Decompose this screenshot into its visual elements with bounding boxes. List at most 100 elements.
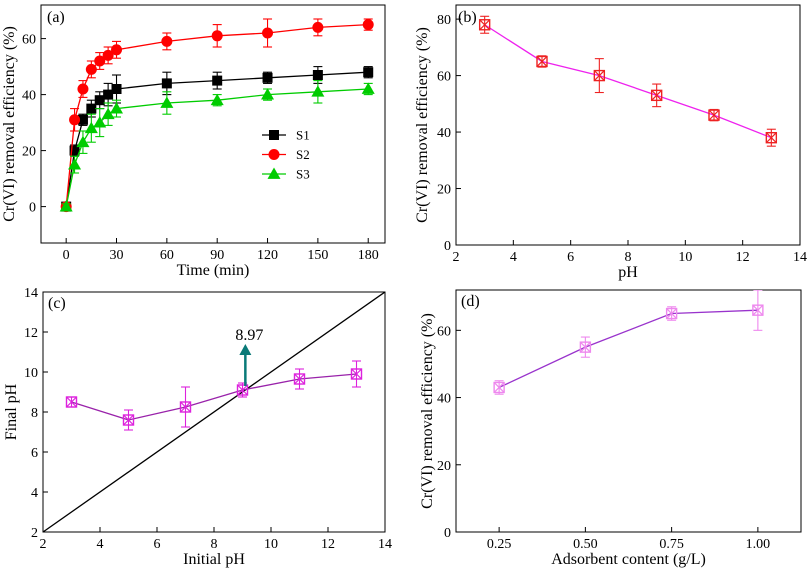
y-tick-label: 2 xyxy=(31,526,38,541)
data-point-box xyxy=(293,373,306,385)
y-tick-label: 0 xyxy=(444,239,451,254)
data-point-cross-b xyxy=(536,56,548,67)
series-line-final xyxy=(71,373,357,421)
x-tick-label: 8 xyxy=(211,537,218,552)
y-tick-label: 40 xyxy=(437,126,451,141)
data-point-cross-b xyxy=(294,373,305,385)
data-point xyxy=(312,70,323,80)
data-point xyxy=(665,307,678,320)
data-point xyxy=(160,96,174,108)
data-point-box xyxy=(765,132,778,144)
y-tick-label: 60 xyxy=(437,324,451,339)
x-tick-label: 0.75 xyxy=(659,537,684,552)
x-tick-label: 2 xyxy=(453,250,460,265)
x-tick-label: 4 xyxy=(97,537,104,552)
x-axis-title: Time (min) xyxy=(177,262,250,279)
data-point xyxy=(765,132,778,144)
data-point-cross-b xyxy=(666,308,678,319)
plot-area xyxy=(493,290,764,395)
x-tick-label: 0.50 xyxy=(573,537,598,552)
chart-panel-2: 2 4 6 8 10 12 14 0 20 40 60 80 pH Cr(VI) removal effi… xyxy=(414,4,807,281)
data-point-box xyxy=(478,19,491,31)
data-point-box xyxy=(752,304,764,316)
data-point xyxy=(236,384,249,396)
data-point xyxy=(161,35,173,47)
panel-label: (a) xyxy=(47,9,65,26)
legend-label: S2 xyxy=(296,147,310,162)
x-tick-label: 180 xyxy=(358,248,379,263)
x-tick-label: 12 xyxy=(736,250,750,265)
data-point xyxy=(102,49,114,61)
legend: S1 S2 S3 xyxy=(262,128,310,182)
x-tick-label: 12 xyxy=(321,537,335,552)
legend-label: S1 xyxy=(296,128,310,143)
data-point xyxy=(76,135,90,148)
x-tick-label: 0 xyxy=(63,248,70,263)
y-tick-label: 20 xyxy=(22,145,36,160)
x-tick-label: 4 xyxy=(510,250,517,265)
y-tick-label: 4 xyxy=(31,486,38,501)
x-tick-label: 120 xyxy=(257,248,278,263)
data-point xyxy=(262,27,274,39)
data-point-box xyxy=(593,69,606,82)
series-line-content xyxy=(498,309,758,389)
data-point xyxy=(179,401,192,413)
data-point-box xyxy=(122,414,135,426)
data-point xyxy=(69,145,80,156)
y-tick-label: 20 xyxy=(437,183,451,198)
data-point xyxy=(493,381,505,394)
data-point xyxy=(110,102,124,114)
x-axis-title: Adsorbent content (g/L) xyxy=(551,551,706,568)
data-point xyxy=(752,304,764,316)
data-point xyxy=(312,21,324,33)
panel-label: (c) xyxy=(48,295,66,312)
data-point-box xyxy=(350,368,363,380)
y-axis-title: Cr(VI) removal efficiency (%) xyxy=(1,26,18,222)
x-tick-label: 10 xyxy=(264,537,278,552)
data-point xyxy=(111,44,123,56)
plot-area xyxy=(59,18,375,213)
data-point xyxy=(650,89,663,102)
x-tick-label: 2 xyxy=(40,537,47,552)
data-point-box xyxy=(536,55,548,68)
data-point xyxy=(65,396,78,408)
data-point xyxy=(211,30,223,42)
data-point xyxy=(93,116,107,128)
y-tick-label: 80 xyxy=(437,13,451,28)
data-point xyxy=(77,83,89,95)
x-tick-label: 0.25 xyxy=(487,537,512,552)
legend-marker xyxy=(268,149,280,160)
series-line-removal xyxy=(484,24,772,139)
data-point xyxy=(536,55,548,68)
x-tick-label: 6 xyxy=(154,537,161,552)
chart-panel-3: 2 4 6 8 10 12 14 2 4 6 8 10 12 14 Initial pH Final pH (c… xyxy=(3,286,392,568)
data-point xyxy=(161,78,172,89)
data-point xyxy=(85,63,97,75)
data-point-cross-b xyxy=(123,414,134,426)
data-point xyxy=(361,82,375,94)
y-tick-label: 0 xyxy=(444,526,451,541)
legend-marker xyxy=(267,167,281,179)
data-point-box xyxy=(665,307,678,320)
data-point xyxy=(68,158,82,170)
data-point xyxy=(362,19,374,31)
data-point xyxy=(363,67,374,78)
x-tick-label: 10 xyxy=(678,250,692,265)
data-point-cross-b xyxy=(493,382,505,393)
series-line-S3 xyxy=(65,88,369,207)
data-point xyxy=(77,114,88,125)
data-point xyxy=(708,109,720,121)
data-point-cross-b xyxy=(765,132,777,144)
data-point-box xyxy=(708,109,720,121)
x-axis-title: pH xyxy=(618,264,638,281)
data-point-box xyxy=(493,381,505,394)
data-point-cross-b xyxy=(579,341,591,353)
data-point xyxy=(293,373,306,385)
annotation-label: 8.97 xyxy=(235,327,263,344)
data-point xyxy=(84,121,98,134)
plot-frame xyxy=(40,4,386,244)
data-point xyxy=(69,114,81,126)
data-point xyxy=(262,72,273,83)
y-tick-label: 0 xyxy=(29,201,36,216)
data-point-cross-b xyxy=(651,89,663,101)
